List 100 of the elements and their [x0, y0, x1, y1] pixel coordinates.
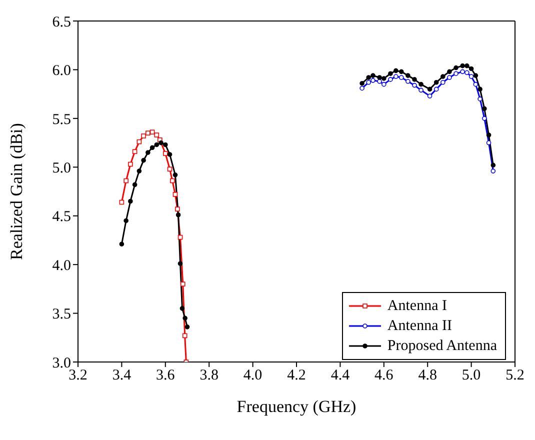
point [382, 76, 386, 81]
point [360, 80, 364, 86]
point [128, 162, 133, 167]
point [394, 68, 398, 74]
point [150, 130, 155, 134]
point [180, 306, 185, 311]
point [124, 218, 128, 224]
x-tick-label: 4.6 [374, 368, 394, 384]
point [146, 150, 150, 155]
point [394, 74, 398, 79]
point [406, 79, 410, 84]
point [119, 200, 124, 205]
point [447, 75, 452, 80]
x-axis-title: Frequency (GHz) [236, 397, 356, 416]
point [158, 140, 164, 146]
x-tick-label: 4.2 [287, 368, 306, 384]
point [377, 75, 382, 80]
x-tick-label: 5.0 [462, 368, 481, 384]
point [418, 82, 424, 87]
point [398, 75, 404, 80]
point [178, 234, 183, 240]
point [167, 152, 172, 157]
point [141, 158, 146, 163]
point [464, 63, 470, 68]
point [460, 69, 465, 74]
y-tick-label: 3.0 [52, 355, 71, 372]
point [170, 178, 175, 184]
point [163, 151, 168, 156]
point [167, 166, 172, 172]
point [490, 168, 496, 174]
point [176, 212, 181, 218]
y-tick-label: 6.0 [52, 63, 71, 80]
point [132, 149, 138, 154]
point [119, 242, 124, 247]
point [478, 86, 482, 92]
point [447, 69, 452, 74]
point [468, 74, 474, 79]
x-tick-label: 4.4 [330, 368, 350, 384]
y-tick-label: 4.5 [52, 209, 71, 226]
point [468, 66, 474, 72]
point [460, 63, 465, 68]
point [146, 130, 150, 136]
point [366, 80, 372, 85]
point [132, 182, 138, 188]
point [412, 82, 417, 88]
point [136, 168, 142, 174]
point [184, 324, 190, 330]
point [478, 96, 482, 102]
legend-label: Proposed Antenna [387, 337, 497, 356]
point [388, 71, 393, 76]
x-tick-label: 3.6 [156, 368, 176, 384]
point [486, 132, 492, 138]
point [377, 79, 382, 84]
point [473, 82, 478, 87]
point [454, 71, 458, 76]
point [128, 198, 133, 204]
x-tick-label: 3.2 [68, 368, 88, 384]
x-tick-label: 3.4 [112, 368, 132, 384]
point [482, 116, 487, 121]
point [163, 142, 168, 148]
point [482, 106, 487, 112]
point [486, 140, 492, 146]
point [418, 88, 424, 93]
point [182, 316, 188, 321]
point [406, 73, 410, 78]
y-tick-label: 4.0 [52, 258, 71, 274]
point [427, 94, 432, 98]
point [440, 74, 446, 79]
y-tick-label: 5.0 [52, 160, 71, 176]
x-tick-label: 4.0 [243, 368, 262, 384]
x-tick-label: 4.8 [418, 368, 437, 384]
point [172, 172, 178, 178]
point [178, 261, 183, 266]
point [141, 134, 146, 138]
point [398, 69, 404, 74]
point [388, 77, 393, 82]
legend-label: Antenna II [387, 317, 452, 336]
point [124, 178, 128, 184]
legend-label: Antenna I [387, 297, 447, 316]
point [360, 86, 364, 91]
point [434, 86, 439, 92]
point [473, 73, 478, 78]
point [454, 65, 458, 70]
point [412, 77, 417, 82]
point [182, 333, 188, 338]
x-tick-label: 5.2 [506, 368, 524, 384]
point [382, 82, 386, 87]
y-tick-label: 6.5 [52, 14, 71, 30]
y-tick-label: 5.5 [52, 112, 71, 128]
point [172, 192, 178, 197]
point [180, 282, 186, 286]
point [154, 132, 160, 138]
point [150, 145, 155, 150]
point [427, 86, 432, 92]
y-axis-title: Realized Gain (dBi) [7, 123, 26, 260]
point [490, 162, 496, 168]
point [366, 75, 372, 80]
point [175, 206, 180, 212]
y-tick-label: 3.5 [52, 306, 71, 323]
point [370, 73, 376, 78]
